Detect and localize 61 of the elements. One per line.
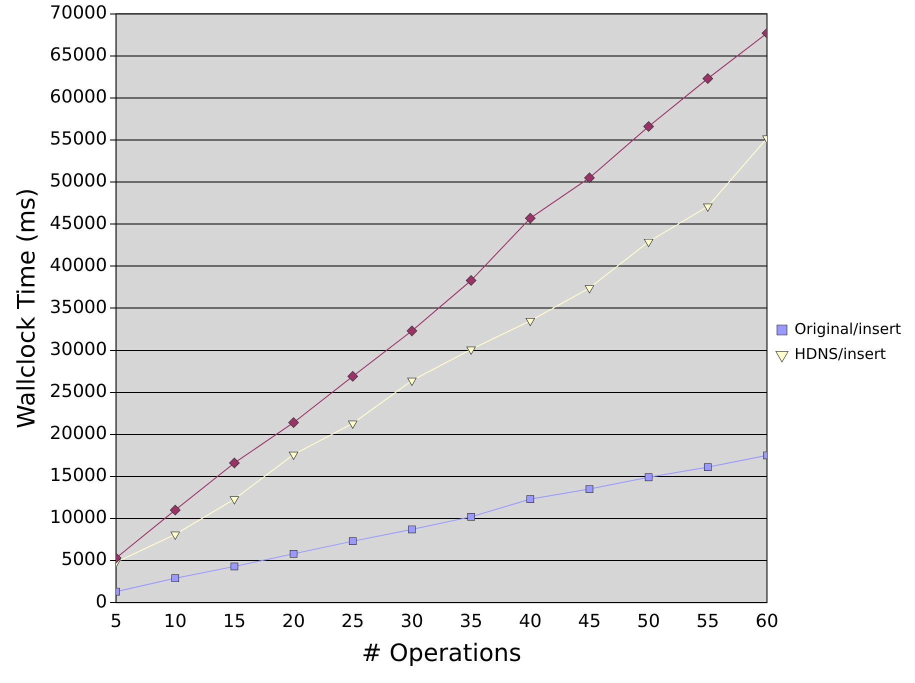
point [584, 285, 594, 294]
x-tick-label: 10 [164, 611, 187, 632]
y-tick-label: 25000 [50, 380, 108, 402]
point [288, 452, 298, 460]
y-tick-label: 65000 [50, 44, 108, 66]
y-tick-label: 5000 [61, 549, 108, 570]
point [466, 346, 476, 355]
point [644, 238, 654, 248]
point [170, 504, 181, 516]
y-tick-label: 30000 [50, 338, 108, 360]
point [703, 204, 712, 212]
point [407, 378, 417, 386]
point [704, 463, 712, 472]
point [230, 562, 238, 570]
legend-label: Original/insert [794, 320, 902, 338]
y-tick-label: 45000 [50, 212, 108, 234]
x-tick-label: 60 [756, 611, 778, 632]
point [170, 532, 180, 540]
x-tick-label: 15 [222, 611, 246, 632]
point [348, 537, 357, 546]
point [347, 371, 358, 382]
y-tick-label: 70000 [50, 2, 108, 24]
x-tick-label: 30 [400, 611, 424, 632]
x-tick-label: 5 [110, 611, 122, 632]
x-tick-label: 55 [696, 611, 720, 632]
point [526, 318, 535, 326]
point [288, 417, 299, 428]
y-tick-label: 60000 [50, 86, 108, 108]
point [584, 172, 595, 184]
x-tick-label: 50 [637, 611, 660, 632]
point [230, 496, 240, 504]
x-tick-label: 40 [518, 611, 542, 632]
point [526, 495, 534, 503]
x-axis-title: # Operations [362, 638, 522, 667]
point [524, 212, 536, 224]
point [466, 275, 476, 286]
x-tick-label: 20 [282, 611, 306, 632]
point [467, 512, 475, 521]
y-tick-label: 15000 [50, 465, 108, 486]
point [290, 550, 298, 558]
y-axis-title: Wallclock Time (ms) [12, 188, 41, 428]
y-tick-label: 20000 [50, 423, 108, 444]
y-tick-label: 55000 [50, 128, 108, 150]
y-tick-label: 0 [96, 591, 108, 612]
point [644, 473, 652, 482]
point [348, 420, 358, 429]
legend-label: HDNS/insert [794, 344, 886, 363]
point [408, 526, 416, 534]
point [643, 121, 654, 132]
x-tick-label: 45 [578, 611, 601, 632]
y-tick-label: 40000 [50, 254, 108, 276]
point [171, 574, 180, 582]
point [586, 485, 594, 493]
point [702, 73, 714, 84]
point [229, 458, 240, 468]
x-tick-label: 35 [460, 611, 483, 632]
y-tick-label: 10000 [50, 507, 108, 528]
y-tick-label: 50000 [50, 170, 108, 192]
point [406, 326, 418, 336]
y-tick-label: 35000 [50, 296, 108, 318]
x-tick-label: 25 [341, 611, 364, 632]
